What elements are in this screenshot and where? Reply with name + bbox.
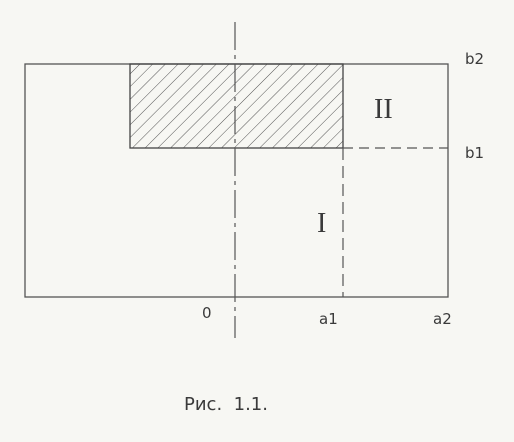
a2-label: a2: [433, 310, 452, 328]
zero-label: 0: [202, 304, 212, 322]
b2-label: b2: [465, 50, 484, 68]
hatched-region: [129, 63, 344, 149]
b1-label: b1: [465, 144, 484, 162]
figure-caption: Рис. 1.1.: [184, 394, 268, 415]
region-one-label: I: [317, 208, 326, 239]
region-two-label: II: [374, 94, 393, 125]
a1-label: a1: [319, 310, 338, 328]
